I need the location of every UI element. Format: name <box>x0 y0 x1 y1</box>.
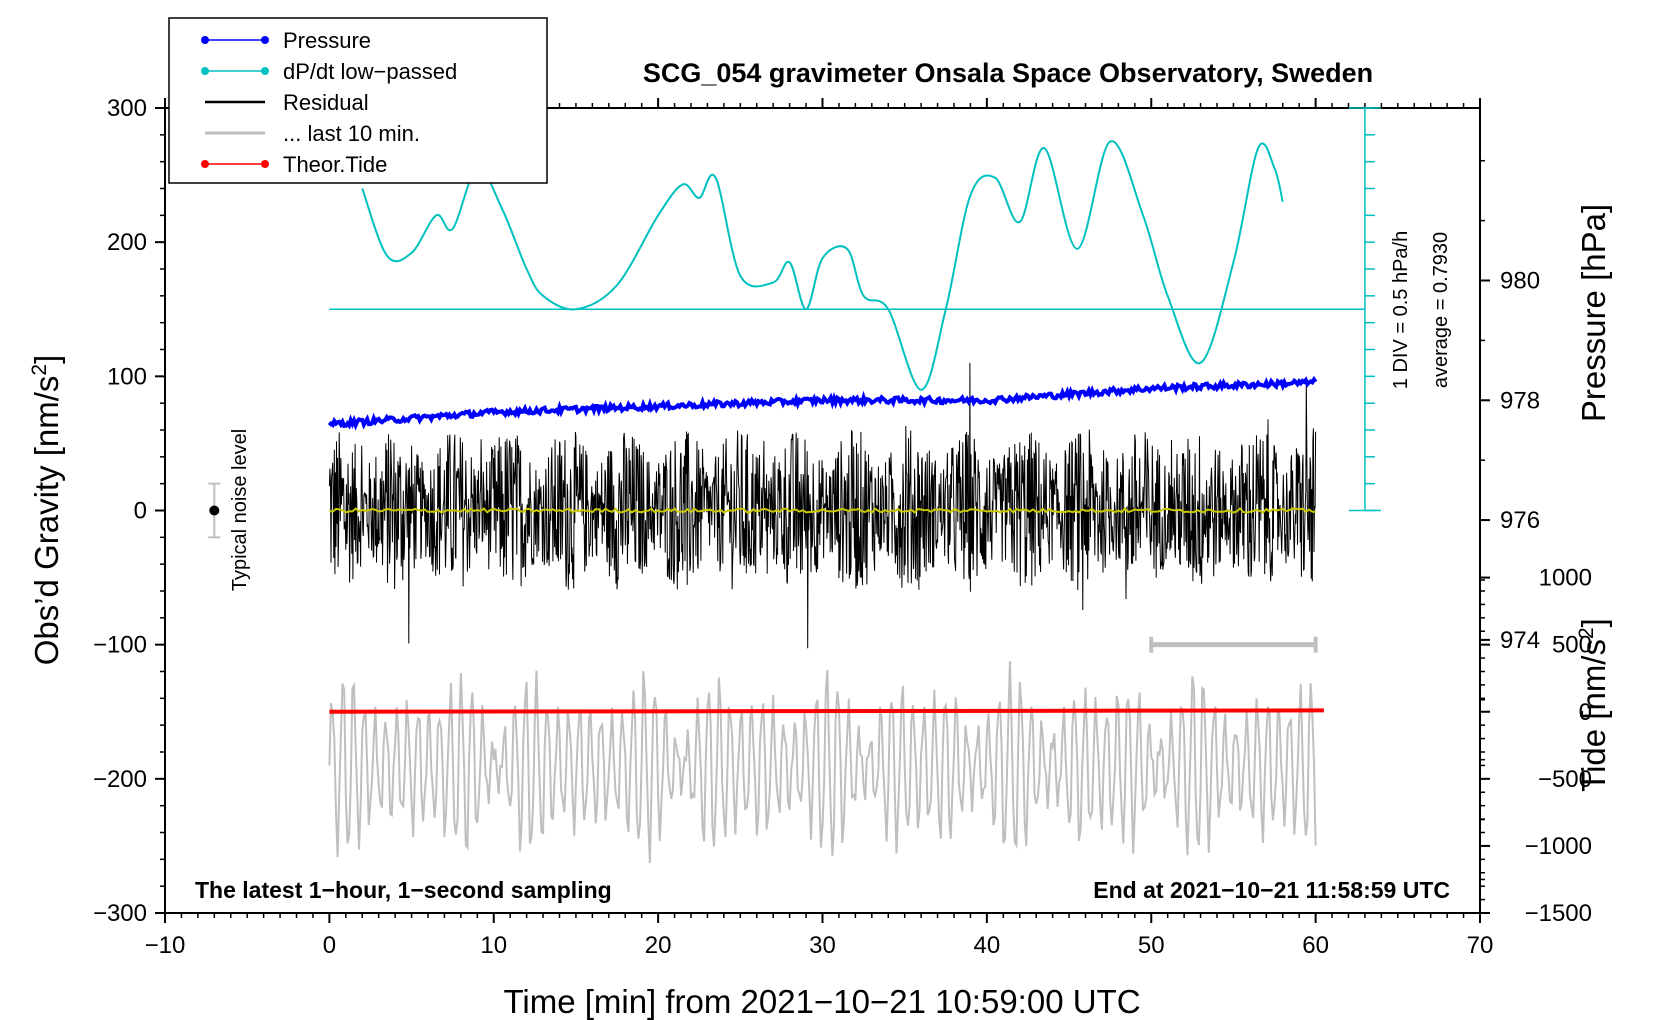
y-tick-label: −300 <box>93 900 147 927</box>
y-axis-title-gravity-sup: 2 <box>28 364 51 376</box>
legend-marker <box>201 36 209 44</box>
x-tick-label: 20 <box>645 932 672 959</box>
y-axis-title-gravity-text: Obs’d Gravity [nm/s <box>28 376 65 666</box>
tide-tick-label: −500 <box>1538 766 1592 793</box>
y-axis-title-tide-text: Tide [nm/s <box>1575 639 1612 792</box>
tide-tick-label: 0 <box>1579 699 1592 726</box>
dpdt-scale-bar <box>1348 107 1381 512</box>
y-tick-label: −200 <box>93 766 147 793</box>
pressure-tick-label: 978 <box>1500 387 1540 414</box>
y-axis-title-tide-sup: 2 <box>1575 627 1598 639</box>
pressure-line <box>327 375 1318 431</box>
x-axis-ticks: −10 0 10 20 30 40 50 60 70 <box>145 98 1494 959</box>
end-time-note: End at 2021−10−21 11:58:59 UTC <box>1093 877 1450 903</box>
legend-label: Pressure <box>283 28 371 53</box>
pressure-tick-label: 974 <box>1500 627 1540 654</box>
y-axis-ticks: −300 −200 −100 0 100 200 300 <box>93 95 165 927</box>
tide-tick-label: −1000 <box>1525 833 1592 860</box>
x-tick-label: 0 <box>323 932 336 959</box>
x-tick-label: 70 <box>1467 932 1494 959</box>
last-10-min-bar <box>1149 636 1318 653</box>
legend-marker <box>261 67 269 75</box>
y-tick-label: 300 <box>107 95 147 122</box>
x-tick-label: 60 <box>1302 932 1329 959</box>
dpdt-scale-label: 1 DIV = 0.5 hPa/h <box>1390 231 1412 389</box>
y-axis-title-pressure: Pressure [hPa] <box>1575 204 1612 422</box>
legend: Pressure dP/dt low−passed Residual ... last… <box>168 17 548 184</box>
y-axis-title-tide: Tide [nm/s2] <box>1575 618 1612 792</box>
tide-axis-ticks: −1500 −1000 −500 0 500 1000 <box>1480 565 1592 927</box>
y-axis-title-gravity: Obs’d Gravity [nm/s2] <box>28 355 65 666</box>
y-axis-title-gravity-close: ] <box>28 355 65 364</box>
tide-tick-label: −1500 <box>1525 900 1592 927</box>
pressure-axis-ticks: 974 976 978 980 <box>1480 159 1540 881</box>
residual-mean-line <box>329 507 1316 514</box>
legend-marker <box>201 160 209 168</box>
dpdt-average-label: average = 0.7930 <box>1430 232 1452 388</box>
theor-tide-line <box>329 708 1324 714</box>
y-tick-label: 100 <box>107 363 147 390</box>
y-tick-label: 200 <box>107 229 147 256</box>
noise-level-marker <box>208 482 221 539</box>
legend-label: Theor.Tide <box>283 152 387 177</box>
sampling-note: The latest 1−hour, 1−second sampling <box>195 877 612 903</box>
noise-level-label: Typical noise level <box>229 429 251 591</box>
legend-label: Residual <box>283 90 369 115</box>
x-tick-label: −10 <box>145 932 186 959</box>
series-layer <box>327 140 1365 863</box>
x-tick-label: 50 <box>1138 932 1165 959</box>
legend-label: ... last 10 min. <box>283 121 420 146</box>
x-tick-label: 40 <box>974 932 1001 959</box>
legend-marker <box>261 160 269 168</box>
legend-marker <box>201 67 209 75</box>
dpdt-line <box>361 140 1284 391</box>
chart-title: SCG_054 gravimeter Onsala Space Observat… <box>643 58 1373 88</box>
y-tick-label: 0 <box>134 498 147 525</box>
y-axis-title-tide-close: ] <box>1575 618 1612 627</box>
y-tick-label: −100 <box>93 632 147 659</box>
last-10-min-line <box>328 661 1317 863</box>
residual-line <box>328 362 1317 649</box>
pressure-tick-label: 976 <box>1500 507 1540 534</box>
legend-box <box>168 17 548 184</box>
x-tick-label: 10 <box>480 932 507 959</box>
tide-tick-label: 1000 <box>1539 565 1592 592</box>
legend-label: dP/dt low−passed <box>283 59 457 84</box>
x-tick-label: 30 <box>809 932 836 959</box>
noise-dot <box>209 505 220 516</box>
x-axis-title: Time [min] from 2021−10−21 10:59:00 UTC <box>503 983 1140 1020</box>
tide-tick-label: 500 <box>1552 632 1592 659</box>
pressure-tick-label: 980 <box>1500 268 1540 295</box>
legend-marker <box>261 36 269 44</box>
